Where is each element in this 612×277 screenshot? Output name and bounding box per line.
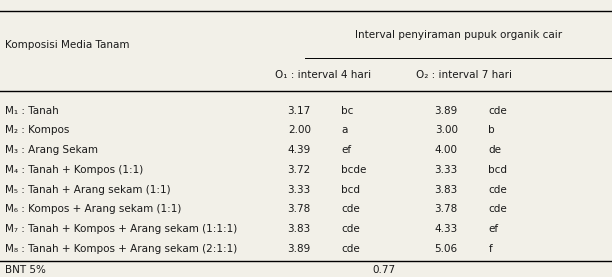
Text: cde: cde (341, 204, 360, 214)
Text: 2.00: 2.00 (288, 125, 311, 135)
Text: a: a (341, 125, 348, 135)
Text: 3.72: 3.72 (288, 165, 311, 175)
Text: cde: cde (488, 106, 507, 116)
Text: f: f (488, 244, 492, 254)
Text: 5.06: 5.06 (435, 244, 458, 254)
Text: M₂ : Kompos: M₂ : Kompos (5, 125, 69, 135)
Text: 3.89: 3.89 (435, 106, 458, 116)
Text: ef: ef (488, 224, 499, 234)
Text: 3.78: 3.78 (288, 204, 311, 214)
Text: 3.00: 3.00 (435, 125, 458, 135)
Text: M₄ : Tanah + Kompos (1:1): M₄ : Tanah + Kompos (1:1) (5, 165, 143, 175)
Text: M₈ : Tanah + Kompos + Arang sekam (2:1:1): M₈ : Tanah + Kompos + Arang sekam (2:1:1… (5, 244, 237, 254)
Text: 4.00: 4.00 (435, 145, 458, 155)
Text: O₂ : interval 7 hari: O₂ : interval 7 hari (416, 70, 512, 80)
Text: Komposisi Media Tanam: Komposisi Media Tanam (5, 40, 129, 50)
Text: 3.89: 3.89 (288, 244, 311, 254)
Text: bc: bc (341, 106, 354, 116)
Text: M₁ : Tanah: M₁ : Tanah (5, 106, 59, 116)
Text: Interval penyiraman pupuk organik cair: Interval penyiraman pupuk organik cair (356, 30, 562, 40)
Text: 3.78: 3.78 (435, 204, 458, 214)
Text: de: de (488, 145, 501, 155)
Text: O₁ : interval 4 hari: O₁ : interval 4 hari (275, 70, 371, 80)
Text: b: b (488, 125, 495, 135)
Text: cde: cde (488, 204, 507, 214)
Text: cde: cde (341, 244, 360, 254)
Text: 0.77: 0.77 (372, 265, 395, 275)
Text: bcd: bcd (341, 185, 360, 195)
Text: 3.17: 3.17 (288, 106, 311, 116)
Text: M₆ : Kompos + Arang sekam (1:1): M₆ : Kompos + Arang sekam (1:1) (5, 204, 181, 214)
Text: M₃ : Arang Sekam: M₃ : Arang Sekam (5, 145, 98, 155)
Text: bcde: bcde (341, 165, 367, 175)
Text: cde: cde (488, 185, 507, 195)
Text: 4.33: 4.33 (435, 224, 458, 234)
Text: 3.33: 3.33 (288, 185, 311, 195)
Text: cde: cde (341, 224, 360, 234)
Text: 3.83: 3.83 (435, 185, 458, 195)
Text: 3.83: 3.83 (288, 224, 311, 234)
Text: ef: ef (341, 145, 352, 155)
Text: bcd: bcd (488, 165, 507, 175)
Text: BNT 5%: BNT 5% (5, 265, 46, 275)
Text: M₇ : Tanah + Kompos + Arang sekam (1:1:1): M₇ : Tanah + Kompos + Arang sekam (1:1:1… (5, 224, 237, 234)
Text: 4.39: 4.39 (288, 145, 311, 155)
Text: M₅ : Tanah + Arang sekam (1:1): M₅ : Tanah + Arang sekam (1:1) (5, 185, 171, 195)
Text: 3.33: 3.33 (435, 165, 458, 175)
